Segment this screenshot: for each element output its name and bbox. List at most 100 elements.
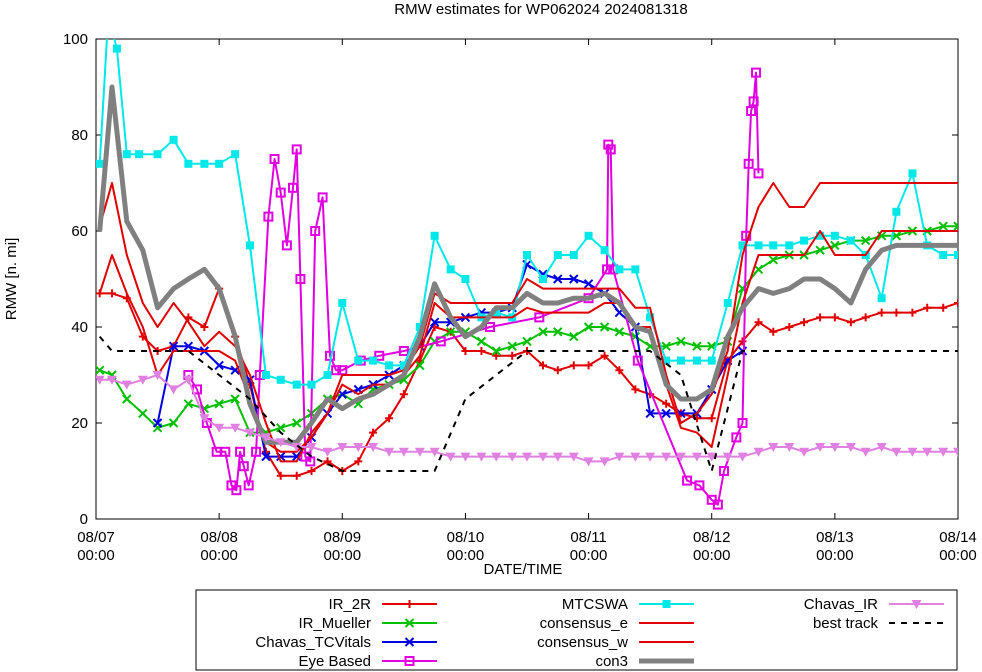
point-ir-2r	[861, 313, 870, 322]
legend-label-best-track: best track	[813, 615, 879, 632]
point-eye-based	[295, 274, 306, 284]
point-ir-mueller	[876, 231, 887, 241]
legend-item-con3: con3	[595, 653, 694, 670]
point-eye-based	[632, 355, 643, 366]
point-eye-based	[281, 240, 292, 251]
point-ir-2r	[276, 471, 285, 480]
point-ir-mueller	[138, 408, 148, 419]
point-mtcswa	[939, 251, 948, 259]
point-chavas-ir	[168, 385, 179, 395]
point-ir-mueller	[292, 418, 302, 428]
point-ir-mueller	[168, 418, 179, 428]
point-mtcswa	[754, 241, 763, 250]
point-eye-based	[231, 485, 242, 496]
point-chavas-ir	[384, 447, 395, 457]
point-ir-2r	[584, 361, 593, 370]
legend-label-eye-based: Eye Based	[298, 653, 371, 670]
point-chavas-ir	[538, 452, 549, 462]
point-ir-2r	[508, 351, 517, 360]
x-tick-label-time: 00:00	[939, 547, 977, 564]
point-ir-mueller	[522, 336, 532, 347]
point-eye-based	[374, 350, 385, 361]
point-ir-2r	[369, 428, 378, 437]
legend-item-chavas-tcvitals: Chavas_TCVitals	[255, 634, 437, 651]
y-tick-label: 60	[71, 223, 88, 240]
point-chavas-tcvitals	[152, 418, 163, 428]
point-eye-based	[331, 365, 342, 376]
point-chavas-tcvitals	[645, 408, 655, 419]
point-chavas-ir	[199, 414, 210, 424]
point-chavas-ir	[398, 447, 409, 457]
x-tick-label-date: 08/10	[447, 529, 485, 546]
series-con3	[97, 84, 958, 445]
point-ir-2r	[323, 457, 332, 466]
point-mtcswa	[385, 361, 394, 370]
point-chavas-ir	[768, 443, 779, 452]
point-eye-based	[737, 418, 748, 428]
point-chavas-tcvitals	[429, 317, 440, 327]
series-line-consensus-w	[98, 230, 958, 453]
point-chavas-ir	[630, 452, 641, 462]
point-eye-based	[291, 144, 302, 155]
point-ir-mueller	[692, 341, 702, 351]
x-tick-label-time: 00:00	[447, 547, 485, 564]
legend-label-mtcswa: MTCSWA	[562, 596, 628, 613]
point-chavas-ir	[429, 447, 440, 457]
point-chavas-ir	[860, 447, 871, 457]
point-mtcswa	[112, 44, 121, 53]
point-chavas-ir	[414, 447, 425, 457]
point-chavas-ir	[829, 443, 840, 452]
point-chavas-ir	[107, 375, 118, 385]
point-ir-mueller	[96, 365, 105, 375]
point-ir-2r	[539, 361, 548, 370]
point-chavas-ir	[938, 447, 949, 457]
point-ir-2r	[553, 366, 562, 375]
series-line-con3	[97, 84, 958, 445]
legend-item-mtcswa: MTCSWA	[562, 596, 694, 613]
point-mtcswa	[908, 169, 917, 178]
point-mtcswa	[104, 11, 112, 19]
point-ir-2r	[354, 457, 363, 466]
point-chavas-tcvitals	[569, 274, 579, 284]
point-chavas-tcvitals	[583, 279, 594, 289]
point-chavas-ir	[552, 452, 563, 462]
legend-item-ir-mueller: IR_Mueller	[298, 615, 437, 632]
point-chavas-ir	[753, 447, 764, 457]
point-mtcswa	[816, 231, 825, 240]
point-ir-mueller	[476, 336, 487, 347]
point-ir-mueller	[938, 221, 948, 231]
point-ir-2r	[800, 318, 809, 327]
point-ir-2r	[830, 313, 839, 322]
point-ir-2r	[939, 303, 948, 312]
point-chavas-ir	[691, 452, 702, 462]
point-chavas-tcvitals	[661, 408, 671, 419]
legend-label-ir-2r: IR_2R	[328, 596, 371, 613]
series-line-eye-based	[187, 71, 760, 506]
point-mtcswa	[631, 265, 640, 274]
point-ir-2r	[662, 399, 671, 408]
point-chavas-ir	[706, 452, 717, 462]
point-mtcswa	[261, 371, 270, 379]
legend-marker-ir-mueller	[404, 618, 415, 628]
point-mtcswa	[430, 231, 439, 240]
point-ir-2r	[954, 299, 958, 307]
legend-item-best-track: best track	[813, 615, 944, 632]
x-tick-label-date: 08/08	[200, 529, 238, 546]
point-ir-2r	[477, 347, 486, 355]
point-chavas-ir	[645, 452, 656, 462]
point-mtcswa	[399, 361, 408, 370]
legend-marker-chavas-tcvitals	[404, 637, 415, 647]
point-chavas-ir	[599, 457, 610, 467]
point-mtcswa	[338, 299, 347, 307]
point-ir-mueller	[661, 341, 671, 351]
point-ir-mueller	[230, 394, 240, 404]
point-mtcswa	[231, 150, 240, 159]
point-ir-2r	[292, 471, 301, 480]
point-ir-2r	[461, 347, 470, 355]
point-mtcswa	[954, 251, 958, 259]
point-chavas-ir	[784, 443, 795, 452]
point-chavas-ir	[214, 423, 225, 433]
y-tick-label: 80	[71, 127, 88, 144]
point-eye-based	[712, 499, 723, 510]
